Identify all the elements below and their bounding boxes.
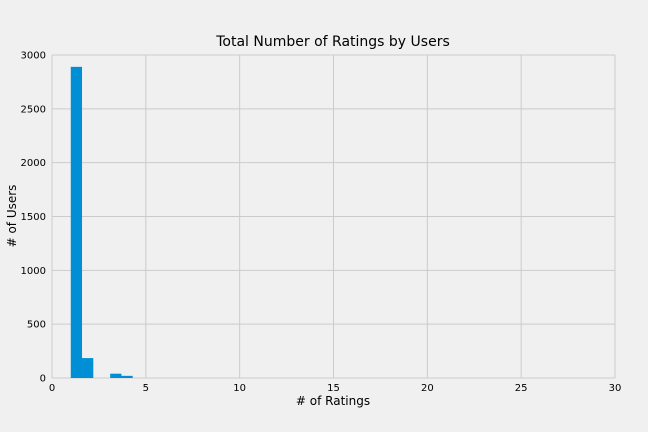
y-tick-label: 3000 xyxy=(21,51,46,62)
histogram-bar xyxy=(121,375,133,378)
x-tick-label: 25 xyxy=(515,383,528,394)
y-tick-label: 1500 xyxy=(21,212,46,223)
y-tick-label: 2500 xyxy=(21,104,46,115)
x-tick-label: 0 xyxy=(49,383,55,394)
y-tick-label: 0 xyxy=(40,374,46,385)
histogram-bar xyxy=(110,373,122,378)
x-tick-label: 15 xyxy=(327,383,340,394)
x-gridlines xyxy=(51,55,616,378)
x-tick-label: 20 xyxy=(421,383,434,394)
histogram-bars xyxy=(70,66,133,379)
y-tick-label: 1000 xyxy=(21,266,46,277)
x-tick-labels: 0 5 10 15 20 25 30 xyxy=(49,383,622,394)
y-tick-label: 2000 xyxy=(21,158,46,169)
x-tick-label: 30 xyxy=(609,383,622,394)
histogram-bar xyxy=(70,66,83,379)
histogram-bar xyxy=(82,358,94,378)
chart-title: Total Number of Ratings by Users xyxy=(215,34,450,50)
y-tick-label: 500 xyxy=(27,320,46,331)
x-tick-label: 10 xyxy=(233,383,246,394)
x-axis-label: # of Ratings xyxy=(296,394,370,408)
y-axis-label: # of Users xyxy=(5,185,19,248)
x-tick-label: 5 xyxy=(143,383,149,394)
y-tick-labels: 0 500 1000 1500 2000 2500 3000 xyxy=(21,51,46,385)
